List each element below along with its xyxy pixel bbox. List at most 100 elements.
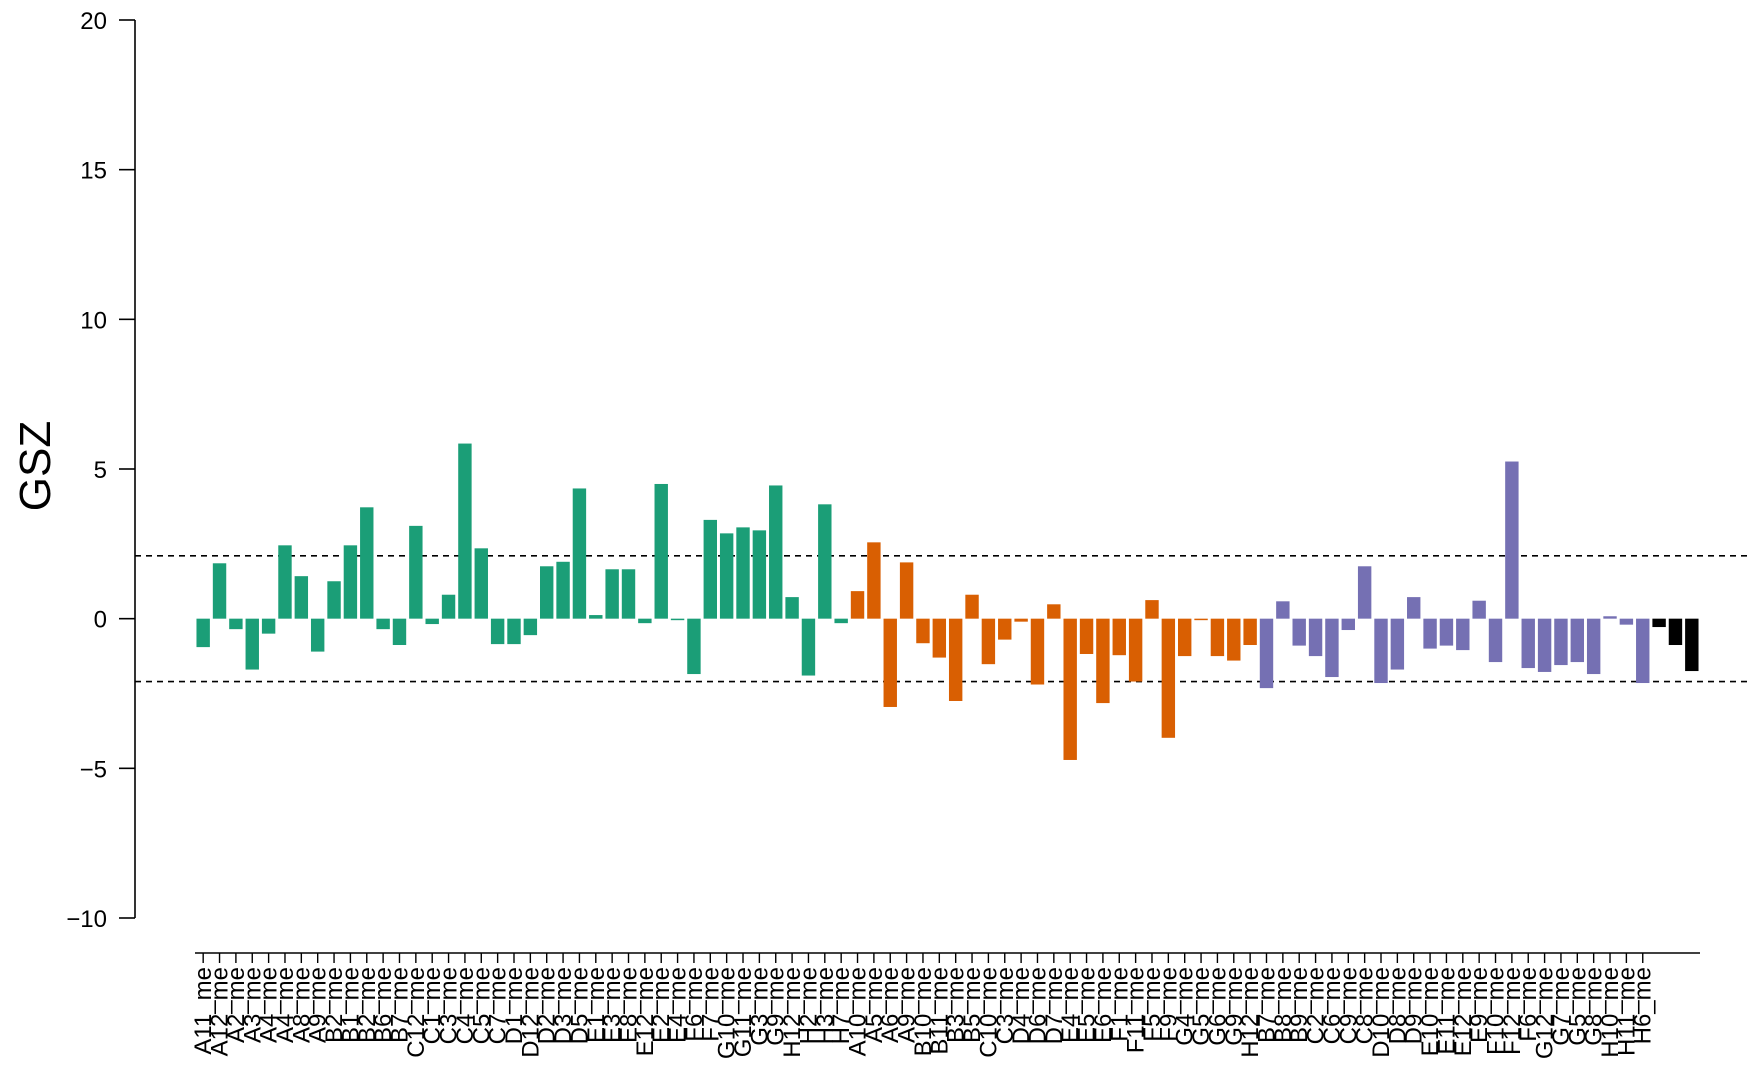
bar-F11_me xyxy=(1128,618,1143,682)
x-tick-label: C3_me xyxy=(436,967,463,1044)
bar-E6_me xyxy=(1096,618,1110,704)
x-tick-label: E2_me xyxy=(648,967,675,1043)
x-tick-label: B1_me xyxy=(337,967,364,1043)
x-tick-label: D12_me xyxy=(517,967,544,1058)
bar-A9_me xyxy=(899,562,914,619)
bar-E8_me xyxy=(621,569,636,619)
x-tick-label: E4_me xyxy=(1057,967,1084,1043)
x-tick-label: D4_me xyxy=(1008,967,1035,1044)
x-tick-label: A5_me xyxy=(861,967,888,1043)
bar-D6_me xyxy=(1030,618,1045,685)
x-tick-label: E9_me xyxy=(1466,967,1493,1043)
x-tick-label: F6_me xyxy=(1515,967,1542,1042)
x-axis: A11_meA12_meA2_meA3_meA4_meA4_meA8_meA9_… xyxy=(190,952,1700,1059)
x-tick-label: G6_me xyxy=(1204,967,1231,1046)
x-tick-label: C4_me xyxy=(452,967,479,1044)
x-tick-label: B2_me xyxy=(354,967,381,1043)
x-tick-label: F5_me xyxy=(1139,967,1166,1042)
bar-A4_me xyxy=(278,545,292,619)
x-tick-label: F1_me xyxy=(1106,967,1133,1042)
x-tick-label: E6_me xyxy=(1090,967,1117,1043)
bar-H2_me xyxy=(801,618,816,676)
x-tick-label: E12_me xyxy=(1450,967,1477,1056)
bar-D5_me xyxy=(572,488,587,619)
bar-D9_me xyxy=(1407,597,1421,619)
x-tick-label: F9_me xyxy=(1155,967,1182,1042)
bar-C5_me xyxy=(474,548,488,619)
bar-A8_me xyxy=(294,576,309,619)
x-tick-label: B6_me xyxy=(370,967,397,1043)
x-tick-label: F12_me xyxy=(1499,967,1526,1055)
x-tick-label: C2_me xyxy=(1303,967,1330,1044)
x-tick-label: C12_me xyxy=(403,967,430,1058)
bar-E12_me xyxy=(1456,618,1470,651)
x-tick-label: G3_me xyxy=(746,967,773,1046)
bar-G7_me xyxy=(1554,618,1568,666)
x-tick-label: A9_me xyxy=(894,967,921,1043)
x-tick-label: D2_me xyxy=(534,967,561,1044)
bar-A9_me xyxy=(310,618,325,652)
x-tick-label: E1_me xyxy=(583,967,610,1043)
x-tick-label: C5_me xyxy=(468,967,495,1044)
x-tick-label: B7_me xyxy=(386,967,413,1043)
bar-E1_me xyxy=(589,615,603,619)
x-tick-label: H2_me xyxy=(795,967,822,1044)
x-tick-label: A4_me xyxy=(256,967,283,1043)
x-tick-label: A9_me xyxy=(305,967,332,1043)
bar-G10_me xyxy=(719,533,734,619)
bar-B6_me xyxy=(376,618,390,630)
bar-E4_me xyxy=(1063,618,1077,760)
x-tick-label: A10_me xyxy=(845,967,872,1056)
y-tick-label: 15 xyxy=(80,158,107,185)
x-tick-label: D8_me xyxy=(1384,967,1411,1044)
y-tick-label: 20 xyxy=(80,8,107,35)
x-tick-label: B10_me xyxy=(910,967,937,1056)
x-tick-label: B2_me xyxy=(321,967,348,1043)
x-tick-label: B3_me xyxy=(943,967,970,1043)
x-tick-label: C9_me xyxy=(1335,967,1362,1044)
x-tick-label: D10_me xyxy=(1368,967,1395,1058)
bar-H11_me xyxy=(1619,618,1634,625)
x-tick-label: H12_me xyxy=(1237,967,1264,1058)
bar-B11_me xyxy=(932,618,947,658)
bar-G4_me xyxy=(1177,618,1192,657)
x-tick-label: E10_me xyxy=(1417,967,1444,1056)
reference-lines xyxy=(135,555,1748,683)
bar-H12_me xyxy=(1243,618,1257,646)
bar-G3_me xyxy=(752,530,767,619)
bar-E4_me xyxy=(670,618,685,621)
bar-D12_me xyxy=(523,618,538,636)
bar-B9_me xyxy=(1292,618,1306,646)
bar-B7_me xyxy=(1259,618,1274,689)
bar-F12_me xyxy=(1505,461,1519,619)
x-tick-label: G4_me xyxy=(1172,967,1199,1046)
bar-B7_me xyxy=(392,618,407,646)
x-tick-label: F7_me xyxy=(697,967,724,1042)
bar-undefined xyxy=(1685,618,1699,672)
bar-D3_me xyxy=(556,561,570,619)
bar-F6_me xyxy=(687,618,701,675)
bar-G5_me xyxy=(1570,618,1585,663)
bar-A4_me xyxy=(261,618,276,634)
bar-F9_me xyxy=(1161,618,1176,738)
x-tick-label: D7_me xyxy=(1041,967,1068,1044)
x-tick-label: D6_me xyxy=(1024,967,1051,1044)
bar-B10_me xyxy=(916,618,930,644)
bar-E3_me xyxy=(605,569,619,619)
bar-A3_me xyxy=(245,618,259,670)
bar-C6_me xyxy=(1325,618,1339,678)
bar-H10_me xyxy=(1603,616,1617,619)
bar-C2_me xyxy=(1308,618,1323,657)
bar-D4_me xyxy=(1014,618,1028,622)
bar-D10_me xyxy=(1374,618,1388,684)
bar-F6_me xyxy=(1521,618,1535,669)
bar-F5_me xyxy=(1145,600,1159,619)
bar-H7_me xyxy=(834,618,848,624)
bar-E5_me xyxy=(1079,618,1094,654)
x-tick-label: E11_me xyxy=(1433,967,1460,1055)
x-tick-label: H6_me xyxy=(1630,967,1657,1044)
bars xyxy=(196,443,1699,760)
bar-H6_me xyxy=(1636,618,1650,684)
x-tick-label: B9_me xyxy=(1286,967,1313,1043)
x-tick-label: B5_me xyxy=(959,967,986,1043)
